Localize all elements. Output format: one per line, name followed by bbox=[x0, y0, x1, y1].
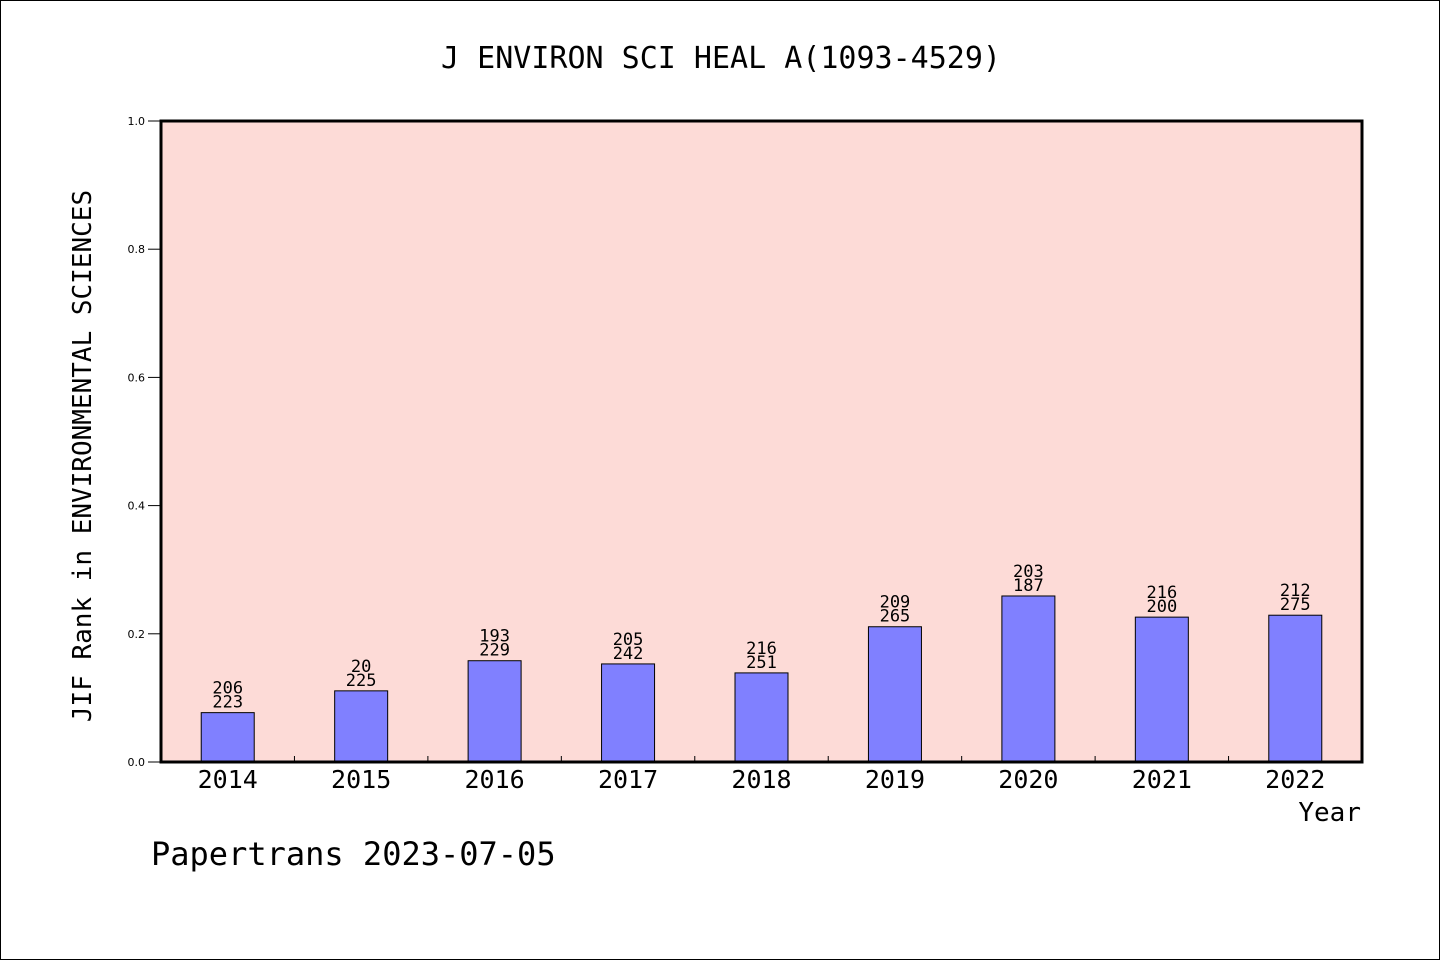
y-tick-label: 1.0 bbox=[128, 115, 146, 128]
bar-2021 bbox=[1134, 616, 1189, 763]
bar-label-bottom: 265 bbox=[880, 607, 911, 627]
bar-2016 bbox=[467, 660, 522, 763]
bar-label-top: 206 bbox=[212, 679, 243, 699]
x-tick-label: 2019 bbox=[865, 765, 925, 794]
chart-title: J ENVIRON SCI HEAL A(1093-4529) bbox=[441, 41, 1001, 76]
watermark-text: Papertrans 2023-07-05 bbox=[151, 835, 556, 873]
bar-2014 bbox=[200, 712, 255, 763]
bar-label-top: 20 bbox=[351, 657, 371, 677]
x-tick-label: 2015 bbox=[331, 765, 391, 794]
bar-label-top: 216 bbox=[1146, 583, 1177, 603]
bar-label-top: 205 bbox=[613, 630, 644, 650]
bars bbox=[200, 595, 1323, 763]
bar-2022 bbox=[1268, 614, 1323, 763]
x-tick-label: 2022 bbox=[1265, 765, 1325, 794]
plot-border bbox=[159, 119, 1364, 764]
bar-2018 bbox=[734, 672, 789, 763]
y-axis-ticks: 0.0 0.2 0.4 0.6 0.8 1.0 bbox=[128, 115, 161, 769]
x-tick-label: 2014 bbox=[198, 765, 258, 794]
y-tick-label: 0.6 bbox=[128, 371, 146, 384]
bar-label-bottom: 229 bbox=[479, 641, 510, 661]
y-axis-label: JIF Rank in ENVIRONMENTAL SCIENCES bbox=[68, 190, 98, 722]
bar-label-top: 216 bbox=[746, 639, 777, 659]
bar-2015 bbox=[334, 690, 389, 763]
x-tick-label: 2018 bbox=[731, 765, 791, 794]
bar-label-bottom: 223 bbox=[212, 693, 243, 713]
bar-2019 bbox=[867, 626, 922, 763]
bar-label-top: 193 bbox=[479, 627, 510, 647]
bar-label-bottom: 275 bbox=[1280, 595, 1311, 615]
x-tick-label: 2016 bbox=[465, 765, 525, 794]
bar-label-top: 209 bbox=[880, 593, 911, 613]
bar-2020 bbox=[1001, 595, 1056, 763]
x-tick-label: 2017 bbox=[598, 765, 658, 794]
y-tick-label: 0.4 bbox=[128, 500, 146, 513]
bar-label-bottom: 225 bbox=[346, 671, 377, 691]
x-tick-label: 2021 bbox=[1132, 765, 1192, 794]
y-tick-label: 0.0 bbox=[128, 756, 146, 769]
bar-label-top: 212 bbox=[1280, 581, 1311, 601]
bar-2017 bbox=[601, 663, 656, 763]
x-axis-ticks: 2014 2015 2016 2017 2018 2019 2020 2021 2022 bbox=[198, 756, 1325, 794]
bar-label-bottom: 242 bbox=[613, 644, 644, 664]
y-tick-label: 0.8 bbox=[128, 243, 146, 256]
y-tick-label: 0.2 bbox=[128, 628, 146, 641]
bar-label-bottom: 251 bbox=[746, 653, 777, 673]
x-axis-label: Year bbox=[1298, 798, 1361, 828]
x-tick-label: 2020 bbox=[998, 765, 1058, 794]
bar-label-bottom: 187 bbox=[1013, 576, 1044, 596]
bar-label-bottom: 200 bbox=[1146, 597, 1177, 617]
bar-label-top: 203 bbox=[1013, 562, 1044, 582]
